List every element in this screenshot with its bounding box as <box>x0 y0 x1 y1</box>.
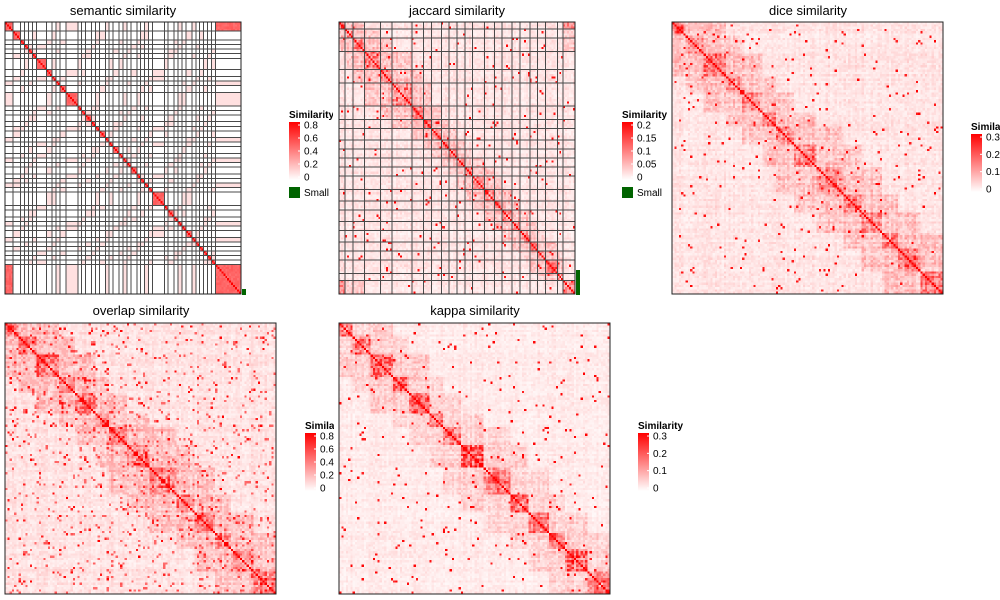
heatmap-panel-semantic: semantic similaritySimilarity0.80.60.40.… <box>5 3 334 295</box>
panel-title: semantic similarity <box>70 3 177 18</box>
figure-canvas: semantic similaritySimilarity0.80.60.40.… <box>0 0 1000 600</box>
heatmap-figure: semantic similarity Similarity 0.8 0.6 0.4 0.… <box>0 0 1000 600</box>
